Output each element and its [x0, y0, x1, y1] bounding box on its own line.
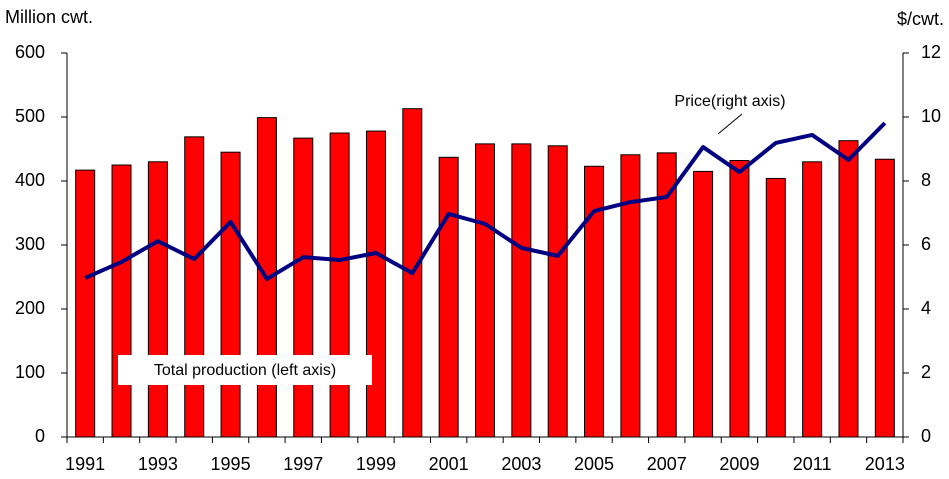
y2-tick-label: 12 [921, 42, 941, 62]
bar [329, 132, 350, 438]
bar [874, 158, 895, 438]
y-tick-label: 400 [15, 170, 45, 190]
y2-tick-label: 2 [921, 362, 931, 382]
y2-tick-label: 6 [921, 234, 931, 254]
y2-tick-label: 4 [921, 298, 931, 318]
y-axis-title: Million cwt. [5, 7, 93, 27]
x-tick-label: 2011 [793, 454, 832, 474]
y2-tick-label: 0 [921, 426, 931, 446]
price-line [84, 121, 887, 281]
y2-tick-label: 10 [921, 106, 941, 126]
y-tick-label: 500 [15, 106, 45, 126]
bar [547, 145, 568, 438]
x-tick-label: 1991 [65, 454, 105, 474]
y-tick-label: 300 [15, 234, 45, 254]
annotation: Total production (left axis) [154, 362, 336, 379]
x-tick-label: 2003 [501, 454, 541, 474]
y2-tick-label: 8 [921, 170, 931, 190]
x-tick-label: 1995 [211, 454, 251, 474]
bar [802, 161, 823, 438]
bar [584, 165, 605, 438]
y-tick-label: 600 [15, 42, 45, 62]
bar [475, 143, 495, 438]
bar [620, 154, 641, 438]
bar [293, 137, 314, 438]
y-tick-label: 100 [15, 362, 45, 382]
annotation: Price(right axis) [674, 93, 785, 110]
bar [693, 170, 714, 438]
bar [765, 177, 786, 438]
bar [838, 140, 859, 438]
x-tick-label: 1999 [356, 454, 396, 474]
x-tick-label: 2007 [647, 454, 687, 474]
bar [438, 156, 459, 438]
bar [220, 151, 241, 438]
x-tick-label: 2005 [574, 454, 614, 474]
x-tick-label: 2013 [865, 454, 905, 474]
y-tick-label: 0 [35, 426, 45, 446]
bar [75, 169, 96, 438]
bar [111, 164, 132, 438]
y2-axis-title: $/cwt. [897, 9, 944, 29]
bar [184, 136, 205, 438]
x-tick-label: 2001 [429, 454, 469, 474]
bar [365, 130, 386, 438]
x-tick-label: 1993 [138, 454, 178, 474]
bar [147, 161, 168, 438]
annotation-box [118, 355, 372, 385]
bar [511, 143, 532, 438]
y-tick-label: 200 [15, 298, 45, 318]
annotation-leader [717, 113, 743, 135]
x-tick-label: 1997 [283, 454, 323, 474]
x-tick-label: 2009 [719, 454, 759, 474]
bar [729, 160, 750, 438]
